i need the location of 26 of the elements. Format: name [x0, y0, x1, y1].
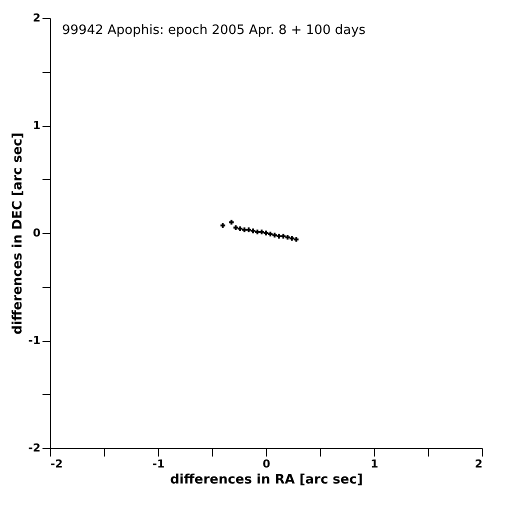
y-tick-label: -2: [28, 442, 40, 454]
y-axis-title: differences in DEC [arc sec]: [10, 132, 26, 334]
chart-title: 99942 Apophis: epoch 2005 Apr. 8 + 100 days: [62, 23, 366, 38]
x-axis-title: differences in RA [arc sec]: [170, 472, 363, 488]
point: [264, 230, 268, 236]
x-tick-label: -2: [50, 458, 63, 470]
point: [268, 232, 273, 236]
x-tick-label: 2: [474, 458, 482, 470]
point: [290, 236, 294, 241]
point: [238, 226, 242, 232]
point: [255, 230, 260, 234]
y-tick-label: 2: [32, 12, 40, 24]
x-tick-label: -1: [152, 458, 165, 470]
y-tick-label: 1: [32, 119, 40, 132]
point: [242, 227, 247, 232]
point: [259, 230, 264, 234]
point: [272, 232, 277, 238]
point: [276, 234, 282, 239]
y-tick-label: -1: [28, 334, 40, 347]
x-tick-label: 0: [262, 458, 271, 470]
point: [250, 228, 256, 234]
x-tick-label: 1: [370, 458, 378, 470]
point: [220, 223, 226, 228]
point: [294, 237, 299, 242]
point: [229, 220, 234, 225]
y-tick-label: 0: [32, 226, 41, 240]
